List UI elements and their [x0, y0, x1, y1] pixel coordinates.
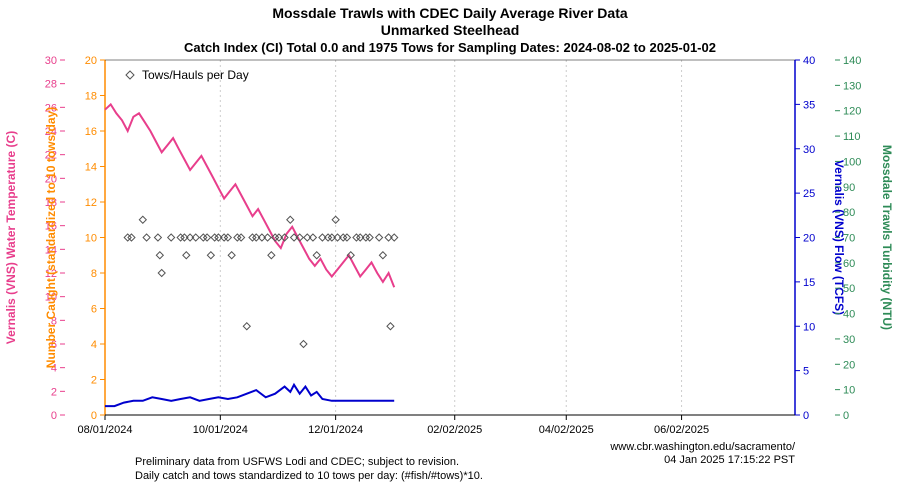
title-line1: Mossdale Trawls with CDEC Daily Average …	[272, 5, 628, 21]
y-axis-label-number: Number Caught (standardized to 10 tows/d…	[44, 107, 58, 368]
chart-container: Mossdale Trawls with CDEC Daily Average …	[0, 0, 900, 500]
y-tick-label: 10	[803, 321, 815, 333]
y-tick-label: 30	[45, 55, 57, 67]
title-line2: Unmarked Steelhead	[381, 22, 520, 38]
y-tick-label: 140	[843, 55, 861, 67]
footer-line2: Daily catch and tows standardized to 10 …	[135, 470, 483, 482]
footer-line1: Preliminary data from USFWS Lodi and CDE…	[135, 456, 459, 468]
y-tick-label: 8	[91, 268, 97, 280]
y-tick-label: 0	[843, 410, 849, 422]
y-tick-label: 10	[85, 233, 97, 245]
y-tick-label: 0	[803, 410, 809, 422]
y-tick-label: 80	[843, 207, 855, 219]
y-tick-label: 4	[91, 339, 97, 351]
y-tick-label: 130	[843, 80, 861, 92]
y-tick-label: 50	[843, 283, 855, 295]
y-axis-label-temp: Vernalis (VNS) Water Temperature (C)	[4, 131, 18, 344]
y-tick-label: 14	[85, 162, 97, 174]
x-tick-label: 10/01/2024	[193, 424, 248, 436]
x-tick-label: 08/01/2024	[77, 424, 132, 436]
x-tick-label: 02/02/2025	[427, 424, 482, 436]
legend-tows-label: Tows/Hauls per Day	[142, 68, 249, 82]
footer-timestamp: 04 Jan 2025 17:15:22 PST	[664, 454, 795, 466]
y-tick-label: 20	[843, 359, 855, 371]
footer-url: www.cbr.washington.edu/sacramento/	[609, 441, 796, 453]
chart-svg: Mossdale Trawls with CDEC Daily Average …	[0, 0, 900, 500]
y-tick-label: 20	[85, 55, 97, 67]
y-tick-label: 35	[803, 99, 815, 111]
y-tick-label: 40	[803, 55, 815, 67]
y-tick-label: 110	[843, 131, 861, 143]
y-tick-label: 16	[85, 126, 97, 138]
y-tick-label: 70	[843, 233, 855, 245]
y-tick-label: 18	[85, 91, 97, 103]
y-tick-label: 30	[843, 334, 855, 346]
y-tick-label: 5	[803, 366, 809, 378]
y-axis-label-turb: Mossdale Trawls Turbidity (NTU)	[880, 145, 894, 330]
y-tick-label: 15	[803, 277, 815, 289]
y-tick-label: 120	[843, 106, 861, 118]
y-tick-label: 6	[91, 304, 97, 316]
y-tick-label: 100	[843, 156, 861, 168]
x-tick-label: 04/02/2025	[539, 424, 594, 436]
y-tick-label: 0	[91, 410, 97, 422]
y-tick-label: 90	[843, 182, 855, 194]
y-tick-label: 60	[843, 258, 855, 270]
y-tick-label: 30	[803, 144, 815, 156]
y-tick-label: 10	[843, 385, 855, 397]
y-tick-label: 25	[803, 188, 815, 200]
y-tick-label: 40	[843, 309, 855, 321]
x-tick-label: 06/02/2025	[654, 424, 709, 436]
y-tick-label: 20	[803, 233, 815, 245]
y-tick-label: 2	[91, 375, 97, 387]
x-tick-label: 12/01/2024	[308, 424, 363, 436]
y-tick-label: 2	[51, 386, 57, 398]
y-tick-label: 28	[45, 79, 57, 91]
y-tick-label: 0	[51, 410, 57, 422]
title-line3: Catch Index (CI) Total 0.0 and 1975 Tows…	[184, 40, 716, 55]
y-tick-label: 12	[85, 197, 97, 209]
